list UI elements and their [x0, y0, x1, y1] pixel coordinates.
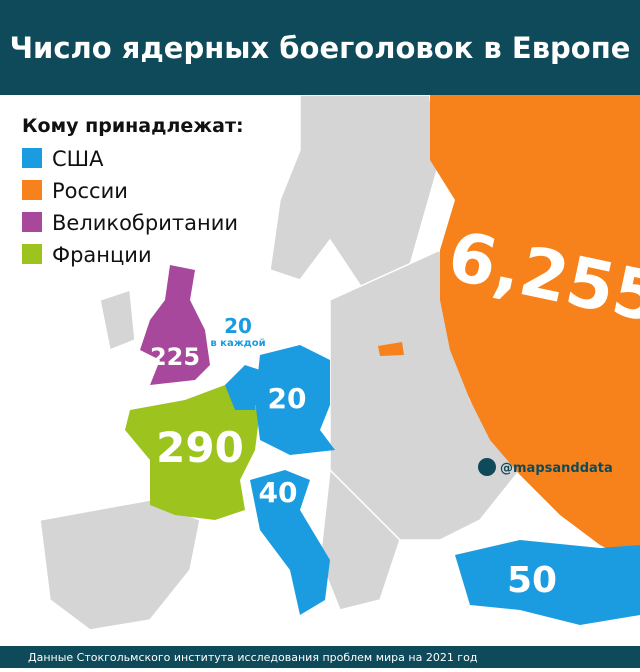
legend-label: США — [52, 147, 104, 171]
benelux-label: 20 — [224, 314, 252, 338]
germany-label: 20 — [268, 382, 307, 415]
benelux-region — [225, 365, 260, 410]
legend-swatch — [22, 212, 42, 232]
italy-label: 40 — [259, 476, 298, 509]
germany-region — [255, 345, 335, 455]
legend-label: Франции — [52, 243, 152, 267]
legend-label: Великобритании — [52, 211, 238, 235]
russia-region — [378, 95, 640, 565]
france-label: 290 — [156, 423, 244, 472]
legend-title: Кому принадлежат: — [22, 115, 244, 137]
benelux-note: в каждой — [210, 338, 265, 349]
france-region — [125, 385, 260, 520]
turkey-label: 50 — [507, 560, 557, 601]
legend-label: России — [52, 179, 128, 203]
title: Число ядерных боеголовок в Европе — [10, 31, 631, 65]
legend: США России Великобритании Франции — [22, 147, 238, 267]
header-band — [0, 0, 640, 95]
legend-swatch — [22, 148, 42, 168]
watermark: @mapsanddata — [500, 461, 613, 476]
legend-swatch — [22, 180, 42, 200]
uk-label: 225 — [150, 343, 200, 371]
uk-region — [140, 265, 210, 385]
telegram-icon — [478, 458, 496, 476]
turkey-region — [455, 540, 640, 625]
land — [39, 94, 640, 631]
footer-band — [0, 646, 640, 668]
italy-region — [250, 470, 330, 615]
source: Данные Стокгольмского института исследов… — [28, 651, 478, 664]
legend-swatch — [22, 244, 42, 264]
